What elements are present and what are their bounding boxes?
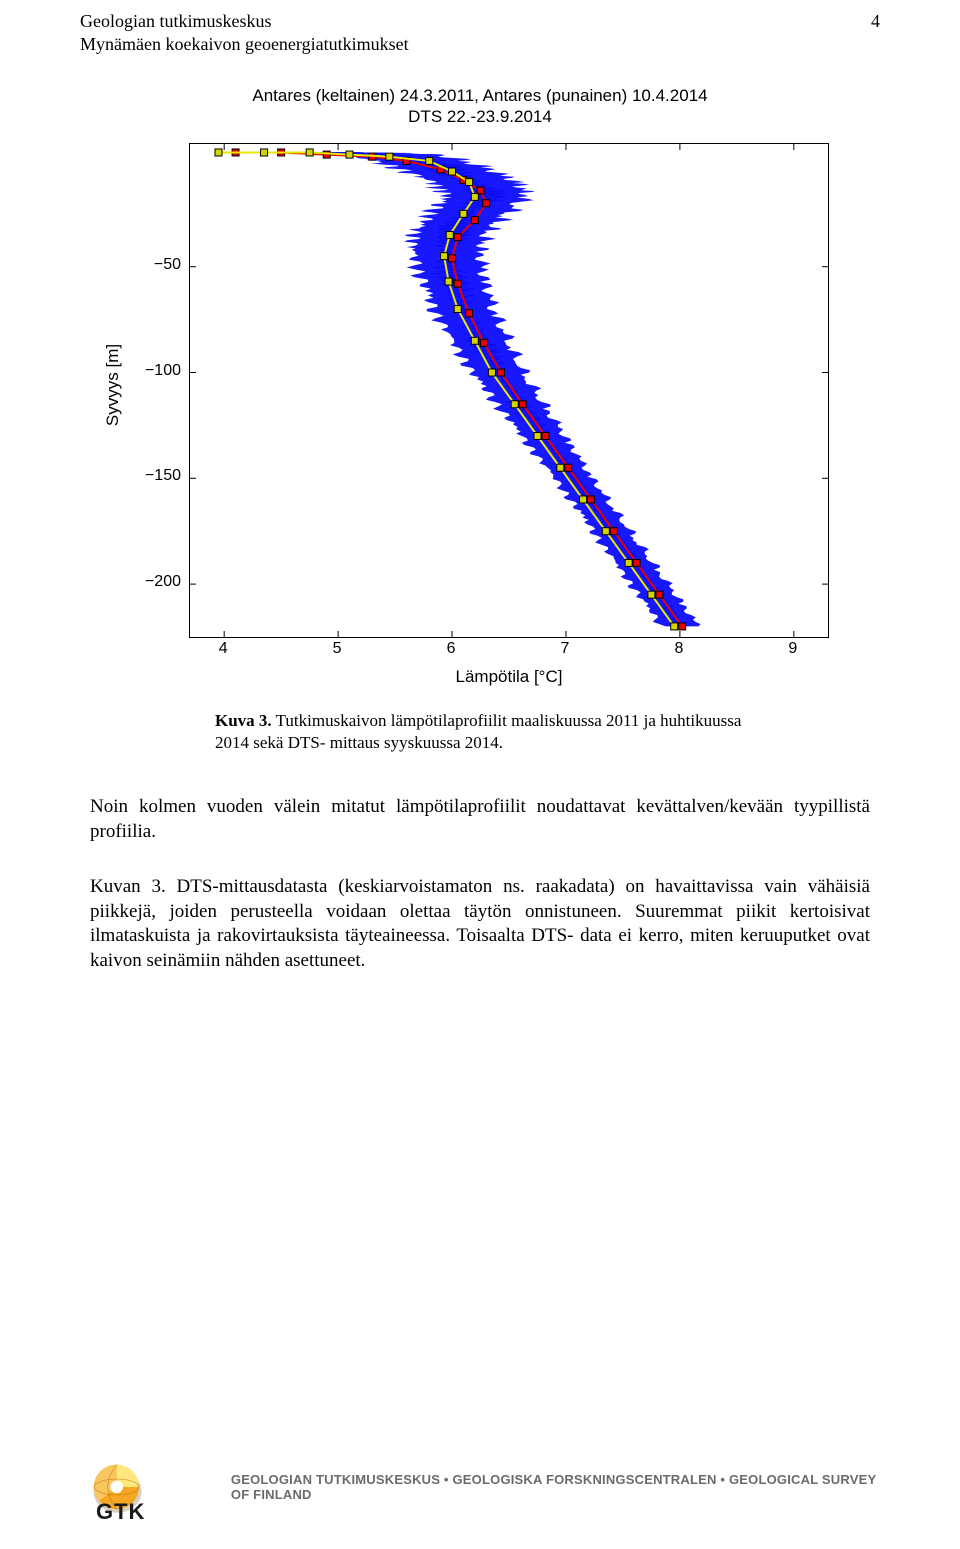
chart-ylabel: Syvyys [m]	[103, 344, 123, 426]
antares-2014-marker	[466, 310, 473, 317]
antares-2011-marker	[306, 149, 313, 156]
xtick-label: 6	[441, 640, 461, 658]
antares-2014-marker	[498, 369, 505, 376]
antares-2014-marker	[610, 528, 617, 535]
antares-2011-marker	[602, 528, 609, 535]
antares-2014-marker	[483, 200, 490, 207]
caption-label: Kuva 3.	[215, 711, 272, 730]
antares-2011-marker	[426, 157, 433, 164]
header-project: Mynämäen koekaivon geoenergiatutkimukset	[80, 33, 880, 56]
antares-2011-marker	[580, 496, 587, 503]
antares-2011-marker	[488, 369, 495, 376]
antares-2011-marker	[441, 253, 448, 260]
chart-title-line2: DTS 22.-23.9.2014	[105, 106, 855, 127]
antares-2014-marker	[454, 280, 461, 287]
page: Geologian tutkimuskeskus Mynämäen koekai…	[0, 0, 960, 1549]
xtick-label: 4	[213, 640, 233, 658]
antares-2011-marker	[471, 337, 478, 344]
antares-2011-marker	[346, 151, 353, 158]
antares-2011-marker	[557, 464, 564, 471]
ytick-label: −100	[131, 362, 181, 380]
caption-text: Tutkimuskaivon lämpötilaprofiilit maalis…	[215, 711, 741, 752]
footer-logo-text: GTK	[96, 1499, 145, 1525]
antares-2011-marker	[449, 168, 456, 175]
ytick-label: −200	[131, 573, 181, 591]
antares-2014-marker	[480, 339, 487, 346]
chart-title-line1: Antares (keltainen) 24.3.2011, Antares (…	[105, 85, 855, 106]
chart-svg	[190, 144, 828, 637]
ytick-label: −50	[131, 256, 181, 274]
antares-2011-marker	[454, 306, 461, 313]
body-para-1: Noin kolmen vuoden välein mitatut lämpöt…	[90, 795, 870, 844]
antares-2014-marker	[542, 432, 549, 439]
page-header: Geologian tutkimuskeskus Mynämäen koekai…	[80, 10, 880, 55]
figure-caption: Kuva 3. Tutkimuskaivon lämpötilaprofiili…	[215, 710, 750, 754]
antares-2011-marker	[511, 401, 518, 408]
antares-2014-marker	[519, 401, 526, 408]
xtick-label: 7	[555, 640, 575, 658]
antares-2011-marker	[534, 432, 541, 439]
antares-2011-marker	[386, 153, 393, 160]
antares-2011-marker	[671, 623, 678, 630]
header-org: Geologian tutkimuskeskus	[80, 10, 880, 33]
antares-2011-marker	[446, 231, 453, 238]
page-footer: GTK GEOLOGIAN TUTKIMUSKESKUS • GEOLOGISK…	[90, 1455, 880, 1519]
antares-2014-marker	[471, 217, 478, 224]
page-number: 4	[871, 10, 880, 33]
footer-text: GEOLOGIAN TUTKIMUSKESKUS • GEOLOGISKA FO…	[231, 1472, 880, 1502]
antares-2011-marker	[648, 591, 655, 598]
antares-2011-marker	[471, 193, 478, 200]
antares-2014-marker	[656, 591, 663, 598]
antares-2011-marker	[261, 149, 268, 156]
antares-2014-marker	[449, 255, 456, 262]
antares-2014-marker	[565, 464, 572, 471]
antares-2014-marker	[679, 623, 686, 630]
chart-xlabel: Lämpötila [°C]	[189, 667, 829, 687]
antares-2014-marker	[454, 234, 461, 241]
antares-2011-marker	[445, 278, 452, 285]
antares-2014-marker	[323, 151, 330, 158]
antares-2014-marker	[588, 496, 595, 503]
temperature-profile-chart: Antares (keltainen) 24.3.2011, Antares (…	[105, 85, 855, 687]
ytick-label: −150	[131, 467, 181, 485]
xtick-label: 5	[327, 640, 347, 658]
antares-2014-marker	[633, 559, 640, 566]
antares-2011-marker	[460, 210, 467, 217]
antares-2011-marker	[215, 149, 222, 156]
antares-2011-marker	[625, 559, 632, 566]
antares-2011-marker	[466, 179, 473, 186]
chart-plot-area	[189, 143, 829, 638]
body-para-2: Kuvan 3. DTS-mittausdatasta (keskiarvois…	[90, 875, 870, 974]
xtick-label: 9	[783, 640, 803, 658]
xtick-label: 8	[669, 640, 689, 658]
chart-title: Antares (keltainen) 24.3.2011, Antares (…	[105, 85, 855, 128]
